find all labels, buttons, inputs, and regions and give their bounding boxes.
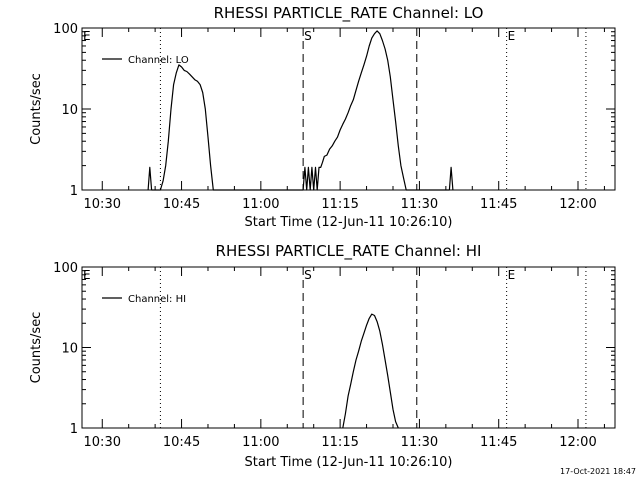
- event-marker-label: E: [508, 268, 516, 282]
- x-tick-label: 12:00: [559, 435, 596, 450]
- x-tick-label: 11:45: [480, 197, 517, 212]
- timestamp: 17-Oct-2021 18:47: [560, 467, 636, 476]
- legend-label: Channel: LO: [128, 55, 189, 66]
- y-tick-label: 1: [70, 422, 78, 437]
- x-tick-label: 11:30: [401, 197, 438, 212]
- x-tick-label: 11:15: [321, 435, 358, 450]
- x-tick-label: 12:00: [559, 197, 596, 212]
- x-tick-label: 11:00: [242, 435, 279, 450]
- event-marker-label: E: [83, 268, 91, 282]
- y-tick-label: 10: [61, 342, 78, 357]
- x-tick-label: 11:00: [242, 197, 279, 212]
- chart-title: RHESSI PARTICLE_RATE Channel: HI: [216, 242, 482, 261]
- event-marker-label: S: [304, 29, 312, 43]
- x-tick-label: 10:45: [163, 197, 200, 212]
- x-tick-label: 11:45: [480, 435, 517, 450]
- y-tick-label: 100: [53, 261, 78, 276]
- y-axis-label: Counts/sec: [29, 73, 44, 145]
- series-line: [342, 313, 399, 429]
- series-line: [147, 30, 454, 191]
- x-tick-label: 11:15: [321, 197, 358, 212]
- y-axis-label: Counts/sec: [29, 312, 44, 384]
- y-tick-label: 100: [53, 22, 78, 37]
- legend-label: Channel: HI: [128, 294, 186, 305]
- chart-title: RHESSI PARTICLE_RATE Channel: LO: [214, 4, 484, 23]
- x-tick-label: 10:45: [163, 435, 200, 450]
- x-axis-label: Start Time (12-Jun-11 10:26:10): [245, 215, 453, 230]
- x-axis-label: Start Time (12-Jun-11 10:26:10): [245, 455, 453, 470]
- y-tick-label: 1: [70, 184, 78, 199]
- event-marker-label: E: [508, 29, 516, 43]
- x-tick-label: 10:30: [84, 197, 121, 212]
- x-tick-label: 10:30: [84, 435, 121, 450]
- x-tick-label: 11:30: [401, 435, 438, 450]
- event-marker-label: E: [83, 29, 91, 43]
- y-tick-label: 10: [61, 103, 78, 118]
- event-marker-label: S: [304, 268, 312, 282]
